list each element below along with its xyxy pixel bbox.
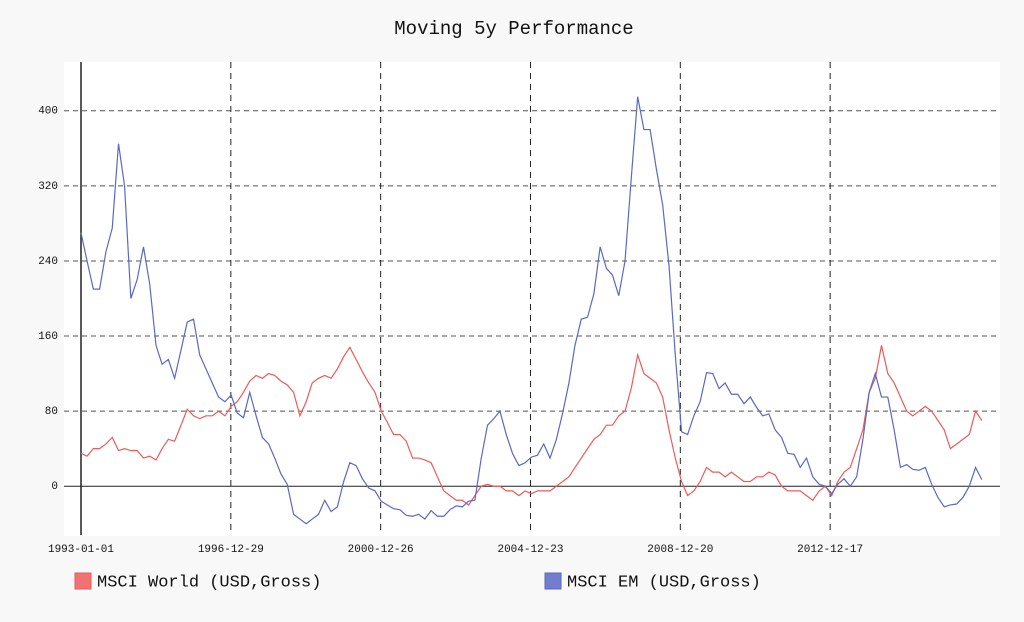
y-tick-label: 400 bbox=[38, 106, 58, 118]
y-tick-label: 240 bbox=[38, 256, 58, 268]
data-line bbox=[80, 345, 983, 506]
chart-title: Moving 5y Performance bbox=[394, 18, 633, 40]
x-tick-label: 2012-12-17 bbox=[797, 544, 863, 556]
x-tick-label: 2008-12-20 bbox=[647, 544, 713, 556]
legend-label: MSCI World (USD,Gross) bbox=[97, 573, 321, 592]
plot-area bbox=[64, 62, 1000, 536]
x-tick-label: 1996-12-29 bbox=[198, 544, 264, 556]
x-tick-label: 2004-12-23 bbox=[497, 544, 563, 556]
y-tick-label: 0 bbox=[51, 481, 58, 493]
x-tick-label: 1993-01-01 bbox=[48, 544, 114, 556]
legend-swatch bbox=[544, 572, 562, 590]
y-tick-label: 320 bbox=[38, 181, 58, 193]
y-tick-label: 80 bbox=[45, 406, 58, 418]
legend-label: MSCI EM (USD,Gross) bbox=[567, 573, 761, 592]
x-tick-label: 2000-12-26 bbox=[348, 544, 414, 556]
legend-swatch bbox=[74, 572, 92, 590]
y-tick-label: 160 bbox=[38, 331, 58, 343]
data-line bbox=[80, 96, 983, 525]
